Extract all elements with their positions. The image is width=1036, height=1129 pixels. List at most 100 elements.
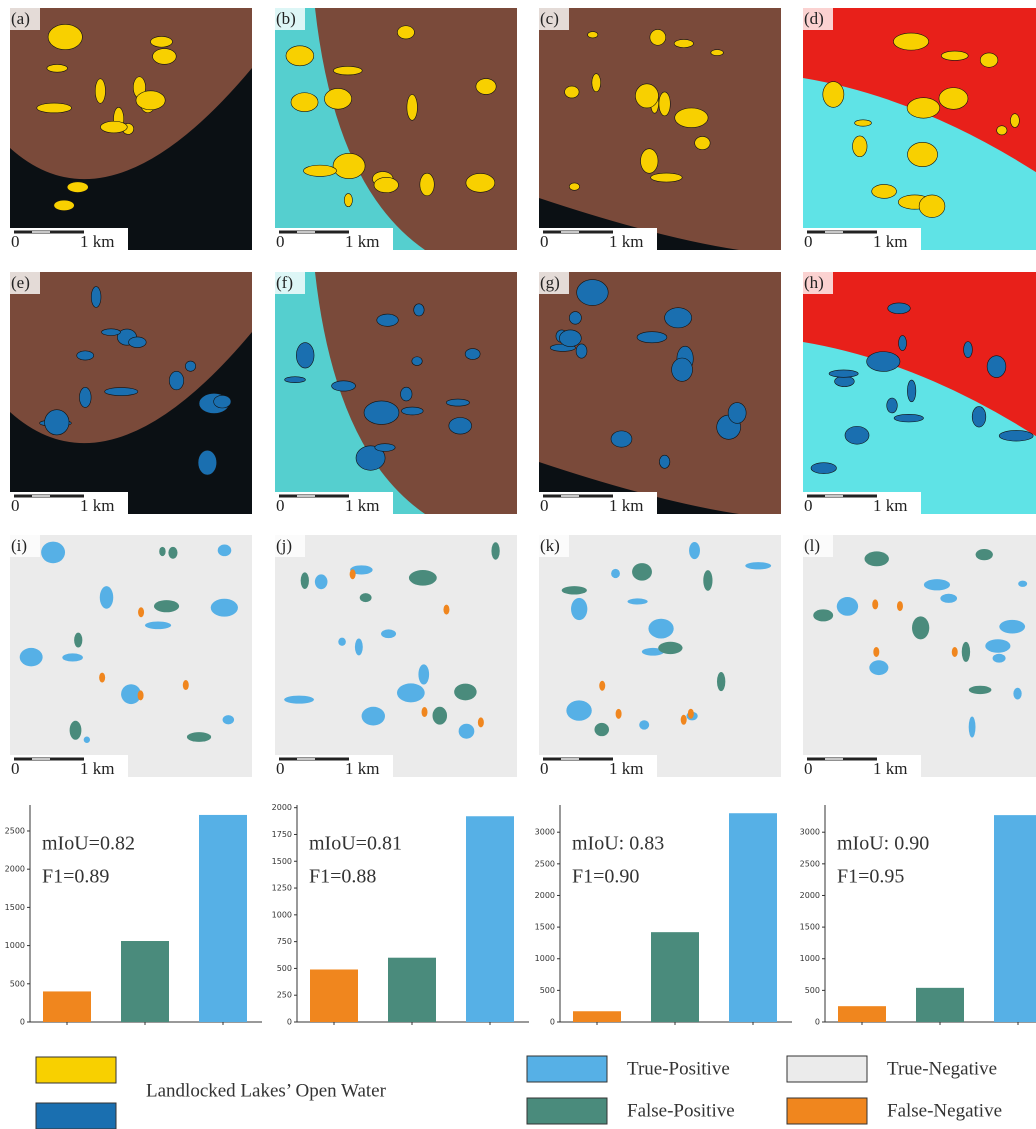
scale-end: 1 km	[345, 496, 379, 515]
y-tick-label: 500	[277, 964, 292, 973]
lake-blob	[362, 707, 385, 726]
lake-blob	[375, 444, 395, 452]
lake-blob	[301, 572, 309, 589]
scale-start: 0	[804, 496, 813, 515]
legend-swatch	[527, 1098, 607, 1124]
lake-blob	[91, 287, 101, 308]
lake-blob	[360, 593, 372, 602]
lake-blob	[887, 398, 898, 413]
lake-blob	[637, 332, 667, 343]
lake-blob	[476, 79, 496, 95]
lake-blob	[77, 351, 94, 360]
lake-blob	[924, 579, 950, 590]
lake-blob	[136, 91, 165, 110]
lake-blob	[813, 609, 833, 621]
lake-blob	[594, 723, 609, 736]
lake-blob	[576, 344, 587, 358]
panel-label: (h)	[804, 273, 824, 292]
legend-label: False-Negative	[887, 1100, 1002, 1121]
background	[10, 535, 252, 777]
scale-start: 0	[276, 232, 285, 251]
y-tick-label: 500	[805, 986, 820, 995]
panel: 0 1 km (h)	[803, 272, 1036, 515]
panel-label: (l)	[804, 536, 820, 555]
scale-end: 1 km	[873, 496, 907, 515]
panel-image: 01 km(d)	[803, 8, 1036, 251]
annotation: F1=0.95	[837, 866, 904, 888]
lake-blob	[185, 361, 195, 371]
scale-end: 1 km	[80, 759, 114, 778]
lake-blob	[47, 64, 68, 72]
lake-blob	[569, 312, 581, 325]
lake-blob	[397, 683, 425, 702]
panel-label: (g)	[540, 273, 560, 292]
y-tick-label: 0	[550, 1018, 555, 1027]
lake-blob	[665, 308, 692, 328]
lake-blob	[972, 406, 986, 427]
lake-blob	[355, 639, 363, 656]
lake-blob	[333, 66, 362, 75]
lake-blob	[867, 352, 900, 372]
lake-blob	[198, 450, 217, 475]
legend-label: Landlocked Lakes’ Open Water	[146, 1080, 387, 1101]
lake-blob	[409, 570, 437, 586]
annotation: mIoU: 0.90	[837, 833, 929, 855]
legend-label: False-Positive	[627, 1100, 735, 1121]
lake-blob	[837, 597, 858, 616]
lake-blob	[154, 600, 179, 612]
background	[275, 535, 517, 777]
lake-blob	[67, 182, 88, 193]
y-tick-label: 2500	[535, 859, 555, 868]
legend-swatch	[527, 1056, 607, 1082]
lake-blob	[658, 642, 682, 654]
lake-blob	[338, 638, 346, 646]
lake-blob	[138, 690, 144, 700]
lake-blob	[689, 542, 700, 559]
lake-blob	[565, 86, 579, 98]
lake-blob	[745, 562, 771, 569]
lake-blob	[62, 653, 83, 661]
legend-swatch	[787, 1056, 867, 1082]
legend-swatch	[36, 1057, 116, 1083]
lake-blob	[159, 547, 165, 556]
lake-blob	[627, 598, 647, 604]
lake-blob	[350, 569, 356, 579]
y-tick-label: 2000	[272, 803, 292, 812]
lake-blob	[374, 177, 398, 192]
lake-blob	[853, 136, 868, 157]
y-tick-label: 1750	[272, 830, 292, 839]
lake-blob	[291, 93, 318, 112]
lake-blob	[37, 103, 72, 113]
y-tick-label: 500	[540, 986, 555, 995]
lake-blob	[969, 686, 992, 694]
lake-blob	[48, 24, 82, 49]
lake-blob	[611, 431, 632, 447]
y-tick-label: 1000	[5, 941, 25, 950]
lake-blob	[79, 387, 91, 407]
lake-blob	[562, 586, 587, 594]
lake-blob	[969, 717, 976, 738]
y-tick-label: 250	[277, 991, 292, 1000]
lake-blob	[20, 648, 43, 666]
lake-blob	[169, 371, 183, 390]
scale-end: 1 km	[609, 759, 643, 778]
annotation: F1=0.90	[572, 866, 639, 888]
lake-blob	[168, 547, 177, 559]
lake-blob	[138, 607, 144, 617]
legend-label: True-Positive	[627, 1058, 730, 1079]
lake-blob	[993, 654, 1006, 663]
lake-blob	[695, 136, 711, 149]
lake-blob	[980, 53, 998, 67]
legend-label: True-Negative	[887, 1058, 997, 1079]
scale-end: 1 km	[873, 759, 907, 778]
scale-end: 1 km	[80, 496, 114, 515]
lake-blob	[70, 721, 82, 740]
lake-blob	[465, 349, 480, 360]
panel-label: (b)	[276, 9, 296, 28]
lake-blob	[364, 401, 399, 424]
lake-blob	[454, 684, 476, 701]
